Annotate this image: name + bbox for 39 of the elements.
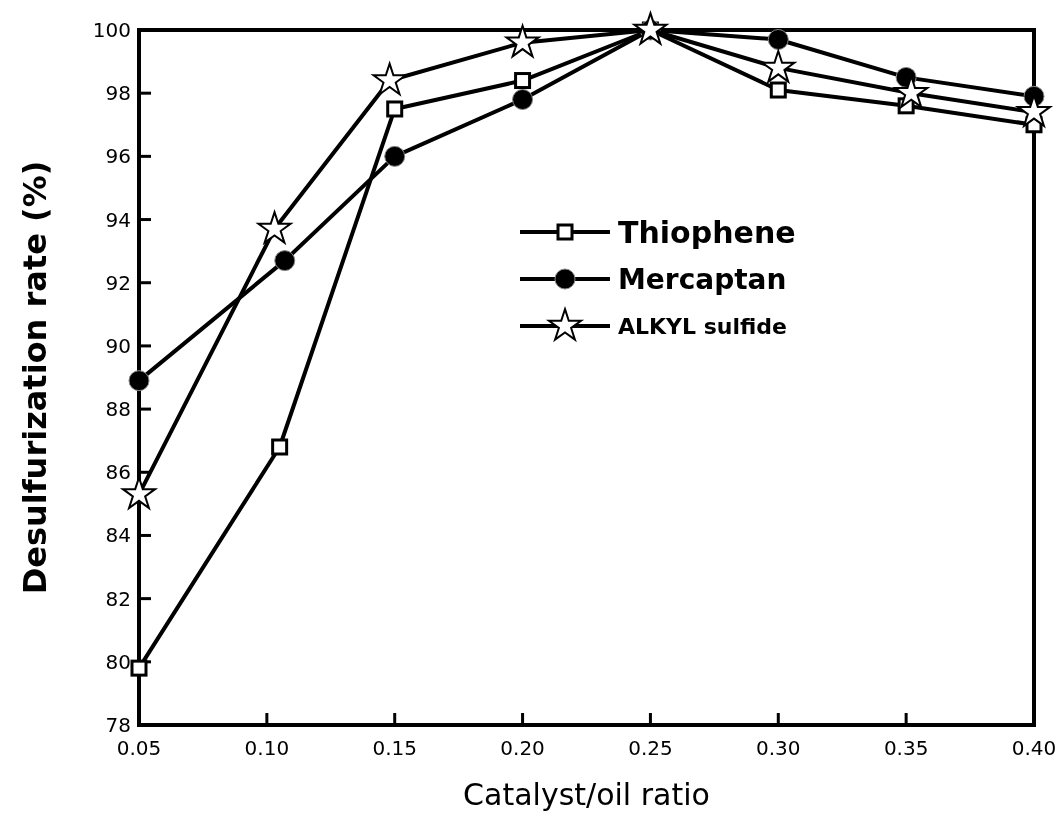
legend-label: ALKYL sulfide xyxy=(618,313,787,339)
y-tick-label: 98 xyxy=(105,81,131,106)
x-axis-title: Catalyst/oil ratio xyxy=(463,777,710,812)
y-tick-label: 88 xyxy=(105,397,131,422)
y-tick-label: 90 xyxy=(105,333,131,358)
point xyxy=(503,22,542,59)
point xyxy=(761,49,798,84)
x-tick-label: 0.40 xyxy=(1011,736,1057,760)
point xyxy=(514,72,532,90)
point xyxy=(274,250,296,272)
point xyxy=(384,145,406,167)
y-axis-title: Desulfurization rate (%) xyxy=(16,160,54,595)
point xyxy=(767,28,789,50)
point xyxy=(271,438,289,456)
point xyxy=(769,81,787,99)
legend-label: Thiophene xyxy=(618,214,796,250)
legend-label: Mercaptan xyxy=(618,262,787,296)
y-tick-label: 82 xyxy=(105,586,131,611)
y-tick-label: 96 xyxy=(105,144,131,169)
y-tick-label: 100 xyxy=(92,18,131,42)
x-tick-label: 0.35 xyxy=(883,736,929,760)
x-tick-label: 0.20 xyxy=(500,736,545,760)
x-tick-label: 0.15 xyxy=(372,736,417,760)
y-tick-label: 80 xyxy=(105,649,131,674)
x-tick-label: 0.30 xyxy=(756,736,801,760)
point xyxy=(386,100,404,118)
point xyxy=(128,370,150,392)
point xyxy=(512,89,534,110)
point xyxy=(257,211,292,244)
point xyxy=(130,659,148,677)
y-tick-label: 86 xyxy=(105,460,131,485)
x-tick-label: 0.25 xyxy=(628,736,673,760)
y-tick-label: 84 xyxy=(105,523,131,548)
y-tick-label: 94 xyxy=(105,207,131,232)
y-tick-label: 92 xyxy=(105,270,131,295)
y-tick-label: 78 xyxy=(105,713,131,737)
x-tick-label: 0.10 xyxy=(244,736,290,760)
x-tick-label: 0.05 xyxy=(116,736,162,760)
point xyxy=(370,60,407,97)
